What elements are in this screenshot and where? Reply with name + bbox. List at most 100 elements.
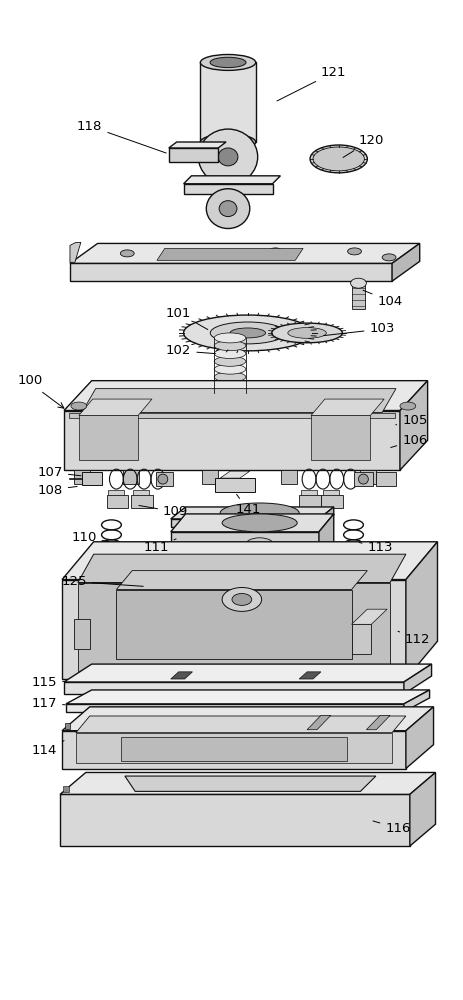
Polygon shape bbox=[70, 263, 392, 281]
Ellipse shape bbox=[350, 278, 366, 288]
Ellipse shape bbox=[214, 380, 246, 390]
Polygon shape bbox=[60, 772, 436, 794]
Polygon shape bbox=[169, 142, 226, 148]
Polygon shape bbox=[74, 619, 90, 649]
Polygon shape bbox=[404, 664, 432, 694]
Ellipse shape bbox=[206, 189, 250, 229]
Text: 141: 141 bbox=[235, 494, 261, 516]
Polygon shape bbox=[319, 507, 334, 527]
Polygon shape bbox=[62, 542, 438, 580]
Text: 109: 109 bbox=[139, 505, 188, 518]
Text: 108: 108 bbox=[38, 484, 77, 497]
Polygon shape bbox=[171, 507, 334, 519]
Text: 103: 103 bbox=[324, 322, 395, 336]
Ellipse shape bbox=[220, 503, 299, 523]
Polygon shape bbox=[133, 490, 149, 495]
Polygon shape bbox=[116, 571, 367, 589]
Polygon shape bbox=[106, 495, 128, 508]
Polygon shape bbox=[220, 471, 250, 478]
Polygon shape bbox=[200, 62, 256, 142]
Ellipse shape bbox=[400, 402, 416, 410]
Ellipse shape bbox=[199, 129, 258, 185]
Text: 102: 102 bbox=[166, 344, 215, 357]
Ellipse shape bbox=[184, 315, 312, 351]
Ellipse shape bbox=[269, 248, 282, 255]
Polygon shape bbox=[108, 490, 124, 495]
Polygon shape bbox=[79, 399, 152, 415]
Ellipse shape bbox=[214, 372, 246, 382]
Text: 114: 114 bbox=[31, 741, 64, 757]
Polygon shape bbox=[74, 470, 90, 484]
Ellipse shape bbox=[214, 364, 246, 374]
Polygon shape bbox=[121, 737, 347, 761]
Text: 110: 110 bbox=[71, 531, 109, 544]
Polygon shape bbox=[215, 478, 255, 492]
Text: 120: 120 bbox=[343, 134, 384, 157]
Ellipse shape bbox=[222, 588, 262, 611]
Polygon shape bbox=[360, 470, 376, 484]
Ellipse shape bbox=[230, 328, 266, 338]
Text: 121: 121 bbox=[277, 66, 346, 101]
Polygon shape bbox=[400, 381, 428, 470]
Polygon shape bbox=[62, 707, 433, 731]
Polygon shape bbox=[410, 772, 436, 846]
Polygon shape bbox=[321, 495, 343, 508]
Text: 100: 100 bbox=[18, 374, 43, 387]
Text: 113: 113 bbox=[359, 541, 393, 554]
Ellipse shape bbox=[222, 514, 297, 532]
Polygon shape bbox=[64, 381, 428, 410]
Polygon shape bbox=[301, 490, 317, 495]
Polygon shape bbox=[351, 624, 371, 654]
Ellipse shape bbox=[358, 474, 369, 484]
Polygon shape bbox=[69, 413, 395, 418]
Ellipse shape bbox=[232, 593, 252, 605]
Polygon shape bbox=[392, 243, 420, 281]
Text: 125: 125 bbox=[61, 575, 143, 588]
Polygon shape bbox=[65, 723, 70, 729]
Text: 118: 118 bbox=[77, 120, 166, 153]
Polygon shape bbox=[299, 672, 321, 679]
Polygon shape bbox=[76, 716, 406, 733]
Polygon shape bbox=[78, 583, 390, 671]
Text: 117: 117 bbox=[31, 697, 65, 710]
Polygon shape bbox=[311, 415, 370, 460]
Ellipse shape bbox=[348, 248, 362, 255]
Polygon shape bbox=[66, 704, 404, 712]
Polygon shape bbox=[184, 176, 281, 184]
Polygon shape bbox=[64, 664, 432, 682]
Polygon shape bbox=[76, 733, 392, 763]
Polygon shape bbox=[404, 690, 430, 712]
Polygon shape bbox=[116, 589, 351, 659]
Text: 107: 107 bbox=[38, 466, 81, 479]
Ellipse shape bbox=[310, 145, 367, 173]
Polygon shape bbox=[79, 415, 138, 460]
Polygon shape bbox=[131, 495, 153, 508]
Polygon shape bbox=[202, 470, 218, 484]
Polygon shape bbox=[157, 248, 303, 260]
Polygon shape bbox=[406, 542, 438, 679]
Ellipse shape bbox=[214, 356, 246, 366]
Ellipse shape bbox=[382, 254, 396, 261]
Polygon shape bbox=[64, 410, 400, 470]
Polygon shape bbox=[156, 472, 173, 486]
Polygon shape bbox=[70, 242, 81, 262]
Polygon shape bbox=[78, 554, 406, 583]
Ellipse shape bbox=[158, 474, 168, 484]
Polygon shape bbox=[70, 243, 420, 263]
Ellipse shape bbox=[219, 201, 237, 217]
Polygon shape bbox=[63, 786, 69, 792]
Polygon shape bbox=[376, 472, 396, 486]
Text: 115: 115 bbox=[31, 676, 64, 689]
Polygon shape bbox=[351, 609, 387, 624]
Polygon shape bbox=[64, 682, 404, 694]
Polygon shape bbox=[319, 514, 334, 560]
Ellipse shape bbox=[214, 333, 246, 343]
Polygon shape bbox=[62, 580, 406, 679]
Polygon shape bbox=[311, 399, 384, 415]
Ellipse shape bbox=[214, 341, 246, 351]
Polygon shape bbox=[82, 389, 396, 412]
Ellipse shape bbox=[288, 328, 326, 338]
Ellipse shape bbox=[245, 538, 275, 554]
Polygon shape bbox=[307, 715, 331, 730]
Ellipse shape bbox=[218, 148, 238, 166]
